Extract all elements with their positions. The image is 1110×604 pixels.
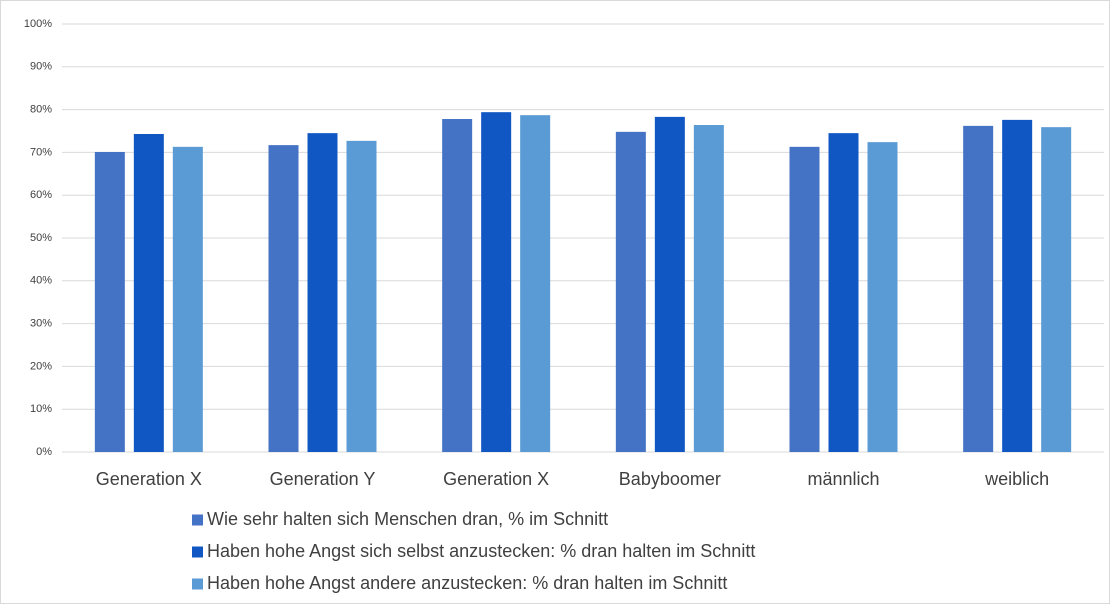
y-tick-label: 100% [24,18,52,30]
x-tick-label: Generation X [443,469,549,489]
x-tick-label: Generation X [96,469,202,489]
x-tick-label: weiblich [984,469,1049,489]
bar [963,125,994,452]
legend-swatch [192,578,203,590]
bar [442,119,473,453]
legend-label: Haben hohe Angst andere anzustecken: % d… [207,573,727,593]
bar [133,133,164,452]
bar [615,131,646,452]
y-tick-label: 50% [30,232,52,244]
bar [481,112,512,452]
bar [1041,127,1072,452]
bar [789,146,820,452]
y-tick-label: 0% [36,446,52,458]
legend-label: Wie sehr halten sich Menschen dran, % im… [207,509,608,529]
y-tick-label: 60% [30,189,52,201]
bar [654,116,685,452]
bar [172,146,203,452]
x-tick-label: männlich [807,469,879,489]
bar [346,140,377,452]
bar [307,133,338,452]
y-tick-label: 90% [30,61,52,73]
y-tick-label: 30% [30,318,52,330]
legend-swatch [192,514,203,526]
y-tick-label: 10% [30,403,52,415]
legend-swatch [192,546,203,558]
y-tick-label: 20% [30,360,52,372]
x-tick-label: Generation Y [270,469,376,489]
y-tick-label: 80% [30,104,52,116]
bar [520,115,551,452]
legend-label: Haben hohe Angst sich selbst anzustecken… [207,541,755,561]
x-tick-label: Babyboomer [619,469,721,489]
bar [867,142,898,453]
bar [828,133,859,452]
bar [693,125,724,453]
y-tick-label: 40% [30,275,52,287]
y-tick-label: 70% [30,146,52,158]
bar [1002,119,1033,452]
bar [94,151,125,453]
bar [268,145,299,452]
